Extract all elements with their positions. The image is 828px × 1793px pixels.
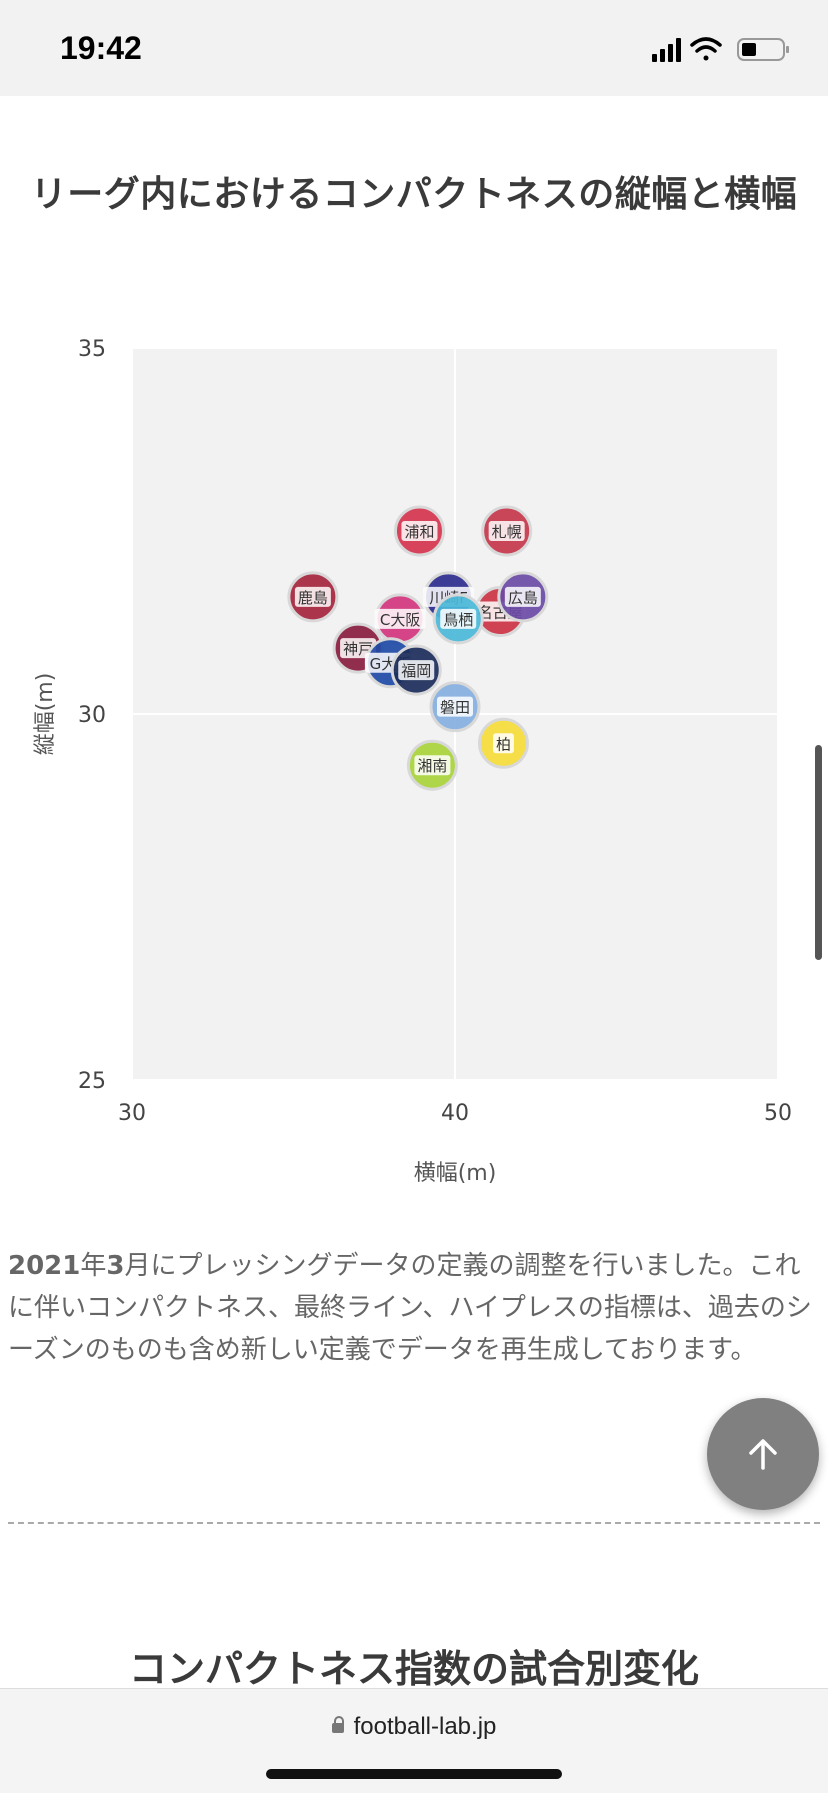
- section-title: リーグ内におけるコンパクトネスの縦幅と横幅: [30, 174, 798, 215]
- note-year: 2021: [8, 1251, 81, 1281]
- point-label-bg: [492, 733, 514, 754]
- data-point[interactable]: 浦和: [393, 505, 445, 557]
- scroll-indicator[interactable]: [815, 745, 822, 960]
- y-tick-label: 30: [78, 703, 106, 728]
- y-axis-label: 縦幅(m): [33, 673, 58, 756]
- data-point[interactable]: 広島: [497, 571, 549, 623]
- data-point[interactable]: 湘南: [406, 739, 458, 791]
- x-tick-label: 40: [441, 1101, 469, 1126]
- status-time: 19:42: [60, 30, 142, 66]
- point-label: 浦和: [404, 523, 434, 541]
- data-point[interactable]: 磐田: [429, 681, 481, 733]
- y-tick-label: 35: [78, 337, 106, 362]
- point-label-bg: [488, 521, 525, 541]
- point-label: 鳥栖: [443, 611, 473, 629]
- home-indicator[interactable]: [266, 1769, 562, 1779]
- url-text: football-lab.jp: [353, 1713, 497, 1740]
- x-tick-label: 50: [764, 1101, 792, 1126]
- section-divider: [8, 1522, 820, 1524]
- data-points: 浦和札幌鹿島川崎F名古屋広島C大阪鳥栖神戸G大阪福岡磐田柏湘南: [287, 505, 549, 791]
- scroll-to-top-button[interactable]: [707, 1398, 819, 1510]
- status-bar: 19:42: [0, 0, 828, 96]
- data-point[interactable]: 福岡: [390, 644, 442, 696]
- note-text: 月にプレッシングデータの定義の調整を行いました。これに伴いコンパクトネス、最終ラ…: [8, 1251, 812, 1365]
- point-label: 柏: [496, 735, 511, 753]
- point-label-bg: [440, 608, 477, 629]
- y-tick-label: 25: [78, 1069, 106, 1094]
- data-point[interactable]: 札幌: [481, 505, 533, 557]
- section-title-2: コンパクトネス指数の試合別変化: [128, 1647, 699, 1691]
- point-label-bg: [414, 755, 451, 776]
- point-label: 札幌: [492, 523, 522, 541]
- note-year-unit: 年: [80, 1251, 107, 1281]
- point-label-bg: [504, 586, 541, 607]
- x-axis-label: 横幅(m): [414, 1161, 497, 1186]
- wifi-icon: [690, 37, 722, 61]
- point-label: C大阪: [380, 611, 420, 629]
- x-tick-label: 30: [118, 1101, 146, 1126]
- point-label: 広島: [508, 589, 538, 607]
- browser-bottom-bar: football-lab.jp: [0, 1688, 828, 1793]
- data-point[interactable]: 鳥栖: [432, 593, 484, 645]
- point-label-bg: [294, 586, 331, 607]
- battery-icon: [737, 38, 789, 61]
- point-label: 磐田: [440, 699, 470, 717]
- point-label-bg: [437, 696, 473, 717]
- point-label-bg: [374, 608, 426, 629]
- point-label-bg: [401, 521, 438, 541]
- arrow-up-icon: [749, 1439, 777, 1470]
- point-label: 神戸: [343, 640, 373, 658]
- point-label: 福岡: [401, 662, 431, 680]
- lock-icon: [331, 1715, 344, 1733]
- point-label: 湘南: [417, 757, 447, 775]
- address-bar[interactable]: football-lab.jp: [0, 1713, 828, 1741]
- axis-ticks: 30 40 50 25 30 35: [78, 337, 792, 1126]
- note-paragraph: 2021年3月にプレッシングデータの定義の調整を行いました。これに伴いコンパクト…: [8, 1245, 816, 1371]
- point-label-bg: [398, 660, 435, 681]
- cellular-signal-icon: [652, 38, 681, 62]
- data-point[interactable]: 柏: [477, 717, 529, 769]
- status-icons: [652, 37, 789, 62]
- point-label: 鹿島: [298, 589, 328, 607]
- note-month: 3: [106, 1251, 125, 1281]
- data-point[interactable]: C大阪: [374, 593, 426, 645]
- data-point[interactable]: 鹿島: [287, 571, 339, 623]
